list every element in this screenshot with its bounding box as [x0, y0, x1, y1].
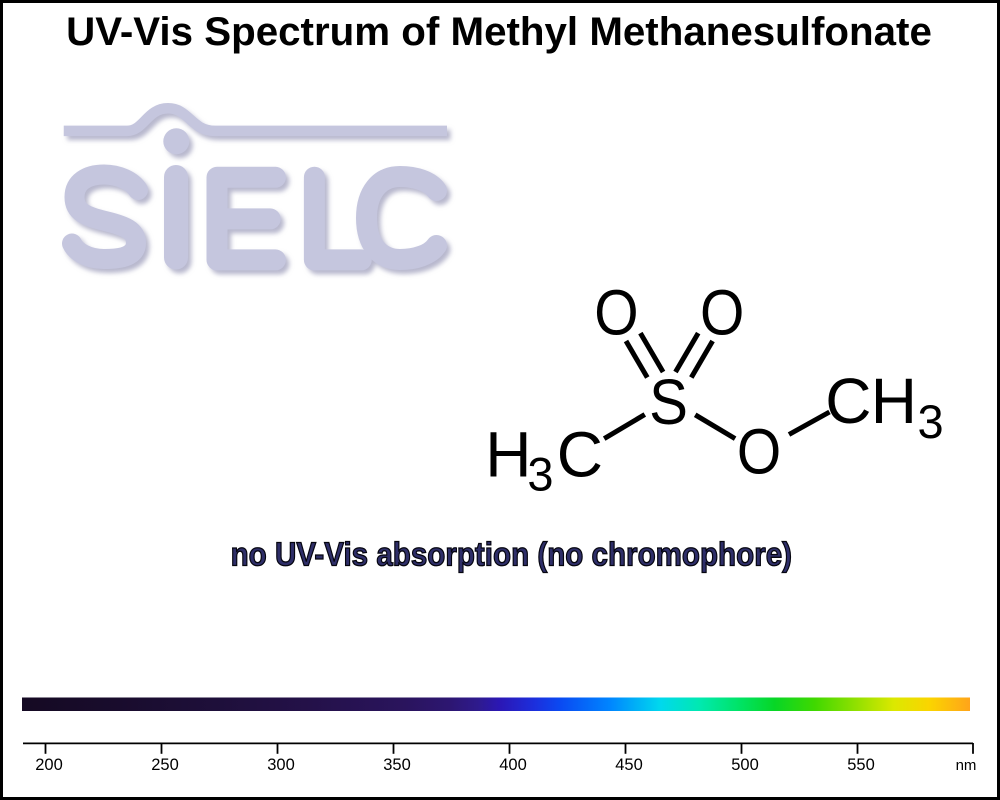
svg-text:O: O	[700, 276, 744, 348]
svg-text:S: S	[649, 366, 688, 437]
svg-text:C: C	[557, 419, 603, 491]
svg-text:200: 200	[35, 756, 63, 774]
svg-text:UV-Vis Spectrum of Methyl Meth: UV-Vis Spectrum of Methyl Methanesulfona…	[66, 9, 932, 54]
svg-text:O: O	[594, 276, 638, 348]
svg-text:O: O	[737, 416, 781, 488]
svg-text:300: 300	[267, 756, 295, 774]
svg-text:nm: nm	[956, 757, 977, 774]
svg-text:3: 3	[527, 448, 553, 501]
svg-text:400: 400	[499, 756, 527, 774]
svg-text:C: C	[825, 365, 871, 437]
svg-text:H: H	[871, 365, 917, 437]
svg-text:3: 3	[918, 395, 944, 448]
svg-text:350: 350	[383, 756, 411, 774]
svg-text:H: H	[485, 419, 531, 491]
svg-text:450: 450	[615, 756, 643, 774]
svg-text:no UV-Vis absorption (no chrom: no UV-Vis absorption (no chromophore)	[231, 536, 792, 573]
svg-text:500: 500	[731, 756, 759, 774]
svg-text:550: 550	[847, 756, 875, 774]
svg-text:250: 250	[151, 756, 179, 774]
